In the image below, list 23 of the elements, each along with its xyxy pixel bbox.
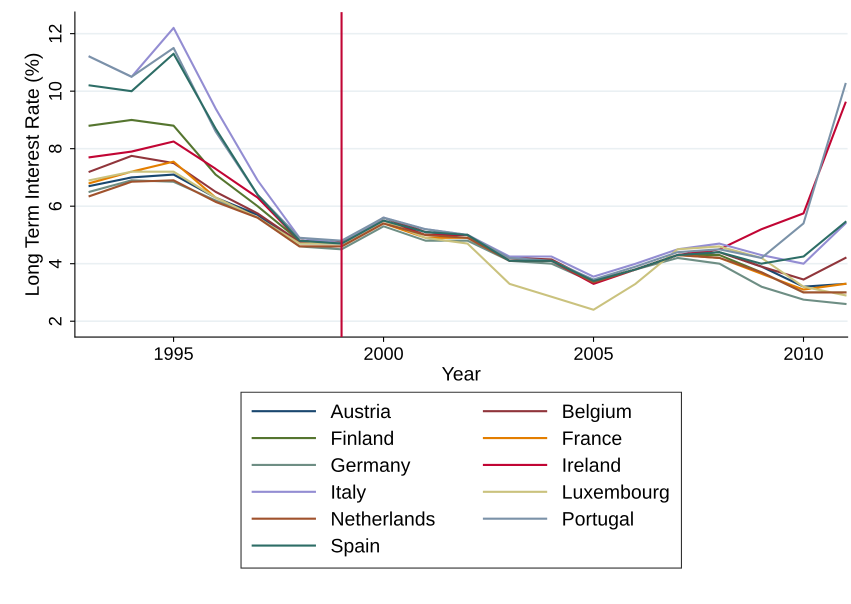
x-axis-title: Year [442, 367, 481, 381]
legend-label: Spain [331, 538, 379, 556]
legend-label: Italy [332, 484, 366, 503]
legend-label: Portugal [563, 511, 633, 530]
y-tick-label: 12 [48, 24, 62, 42]
legend-label: Ireland [564, 458, 620, 472]
legend-label: Finland [332, 430, 393, 446]
legend-label: Germany [331, 458, 410, 476]
x-tick-label: 2005 [574, 347, 613, 360]
y-tick-label: 8 [48, 144, 62, 153]
legend-label: Luxembourg [563, 484, 669, 503]
x-tick-label: 1995 [154, 347, 193, 360]
x-tick-label: 2000 [364, 347, 403, 360]
y-tick-label: 6 [48, 202, 62, 210]
y-tick-label: 4 [49, 259, 62, 268]
y-tick-label: 10 [48, 82, 62, 100]
y-axis-title: Long Term Interest Rate (%) [24, 54, 43, 295]
legend-label: Austria [330, 404, 391, 418]
legend-label: Belgium [563, 404, 631, 422]
y-tick-label: 2 [48, 317, 62, 326]
legend-label: France [563, 432, 622, 446]
x-tick-label: 2010 [784, 347, 823, 360]
legend-label: Netherlands [332, 511, 435, 526]
